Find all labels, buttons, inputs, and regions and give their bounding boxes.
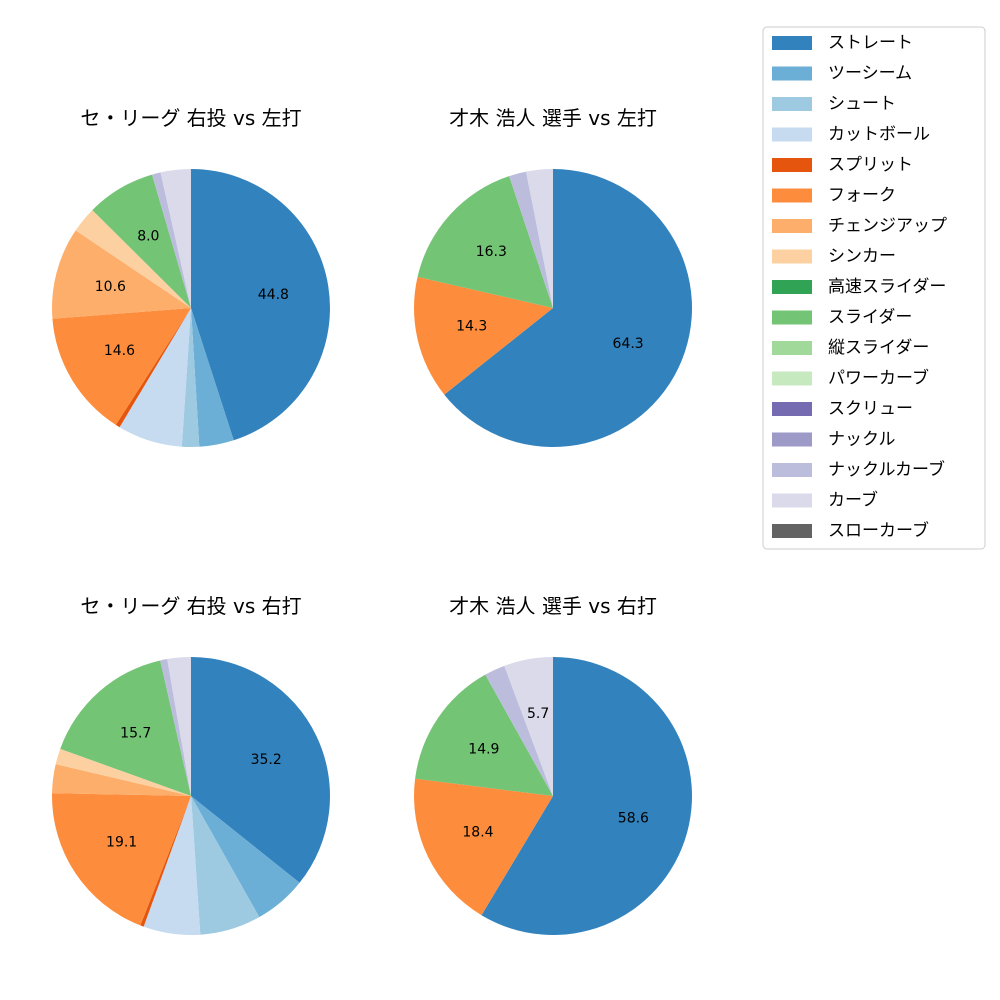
legend-swatch — [772, 402, 812, 416]
legend-swatch — [772, 524, 812, 538]
legend-label: フォーク — [828, 186, 896, 206]
legend-label: スプリット — [828, 155, 913, 175]
pie-slice — [191, 169, 330, 441]
legend-swatch — [772, 158, 812, 172]
legend-label: スローカーブ — [828, 520, 929, 541]
slice-value-label: 14.6 — [104, 343, 135, 359]
pie-panel-1: セ・リーグ 右投 vs 左打 44.8 14.6 10.6 8.0 — [52, 106, 330, 447]
slice-value-label: 14.9 — [468, 741, 499, 757]
pie-title: セ・リーグ 右投 vs 右打 — [80, 594, 301, 618]
pie-panel-3: セ・リーグ 右投 vs 右打 35.2 19.1 15.7 — [52, 594, 331, 936]
pie-slice — [52, 793, 191, 926]
legend-label: チェンジアップ — [828, 216, 947, 236]
pie-slices: 58.6 18.4 14.9 5.7 — [414, 657, 692, 936]
pie-slice — [444, 169, 693, 447]
legend-label: スクリュー — [828, 399, 913, 419]
legend-label: シュート — [828, 94, 896, 114]
pie-slice — [75, 210, 191, 308]
legend-box — [762, 26, 986, 550]
legend-label: 縦スライダー — [828, 338, 929, 358]
pie-slice — [415, 674, 553, 796]
legend-swatch — [772, 66, 812, 81]
legend-swatch — [772, 432, 812, 447]
pie-slice — [191, 308, 234, 447]
pie-slice — [414, 778, 553, 916]
slice-value-label: 44.8 — [258, 287, 289, 303]
pie-slice — [143, 796, 201, 936]
pie-slice — [191, 657, 331, 883]
pie-slice — [181, 308, 200, 447]
pie-slice — [160, 169, 191, 308]
pie-slice — [481, 657, 692, 936]
slice-value-label: 18.4 — [462, 824, 493, 840]
pie-slices: 64.3 14.3 16.3 — [414, 169, 693, 447]
legend-swatch — [772, 219, 812, 233]
pie-slice — [167, 657, 191, 796]
slice-value-label: 16.3 — [476, 244, 507, 260]
pie-slice — [115, 308, 191, 428]
slice-value-label: 58.6 — [618, 810, 649, 826]
pie-slice — [60, 660, 191, 796]
legend-swatch — [772, 127, 812, 142]
slice-value-label: 19.1 — [106, 834, 137, 850]
pie-panel-4: 才木 浩人 選手 vs 右打 58.6 18.4 14.9 5.7 — [414, 594, 692, 936]
pie-slice — [485, 665, 553, 796]
legend-swatch — [772, 249, 812, 264]
pie-slice — [140, 796, 191, 927]
pie-slice — [509, 171, 553, 308]
pie-slice — [55, 748, 192, 796]
slice-value-label: 8.0 — [137, 228, 159, 244]
legend-label: ストレート — [828, 33, 913, 53]
pie-slice — [160, 659, 191, 796]
pie-slice — [417, 176, 553, 308]
legend-swatch — [772, 463, 812, 477]
legend-label: シンカー — [828, 247, 896, 267]
slice-value-label: 5.7 — [527, 706, 549, 722]
pie-slice — [526, 169, 553, 308]
pie-slices: 44.8 14.6 10.6 8.0 — [52, 169, 330, 447]
pie-slice — [52, 308, 191, 425]
pie-slice — [92, 174, 191, 308]
legend-swatch — [772, 493, 812, 508]
pie-slices: 35.2 19.1 15.7 — [52, 657, 331, 936]
slice-value-label: 10.6 — [95, 279, 126, 295]
slice-value-label: 64.3 — [613, 336, 644, 352]
legend-label: カーブ — [828, 490, 878, 511]
pie-title: 才木 浩人 選手 vs 左打 — [449, 106, 657, 130]
legend-items: ストレートツーシームシュートカットボールスプリットフォークチェンジアップシンカー… — [772, 33, 947, 541]
pie-slice — [191, 796, 260, 935]
pie-slice — [119, 308, 191, 447]
legend-swatch — [772, 280, 812, 294]
legend-label: ツーシーム — [828, 64, 912, 84]
pie-slice — [52, 764, 191, 796]
legend-label: カットボール — [828, 125, 930, 145]
legend-swatch — [772, 188, 812, 203]
legend-swatch — [772, 341, 812, 355]
legend-swatch — [772, 36, 812, 50]
legend-label: ナックル — [828, 430, 896, 450]
pie-title: 才木 浩人 選手 vs 右打 — [449, 594, 657, 618]
pie-title: セ・リーグ 右投 vs 左打 — [80, 106, 301, 130]
pie-slice — [52, 230, 192, 319]
legend-label: パワーカーブ — [828, 368, 929, 389]
legend-swatch — [772, 97, 812, 111]
pie-slice — [152, 172, 191, 308]
pie-slice — [414, 276, 553, 395]
legend: ストレートツーシームシュートカットボールスプリットフォークチェンジアップシンカー… — [762, 26, 986, 550]
slice-value-label: 35.2 — [251, 752, 282, 768]
legend-label: ナックルカーブ — [828, 459, 945, 480]
legend-swatch — [772, 371, 812, 386]
pie-slice — [191, 796, 300, 918]
pie-panel-2: 才木 浩人 選手 vs 左打 64.3 14.3 16.3 — [414, 106, 693, 447]
pie-slice — [504, 657, 553, 796]
legend-swatch — [772, 310, 812, 325]
legend-label: スライダー — [828, 308, 912, 328]
slice-value-label: 14.3 — [456, 318, 487, 334]
slice-value-label: 15.7 — [120, 726, 151, 742]
legend-label: 高速スライダー — [828, 277, 946, 297]
